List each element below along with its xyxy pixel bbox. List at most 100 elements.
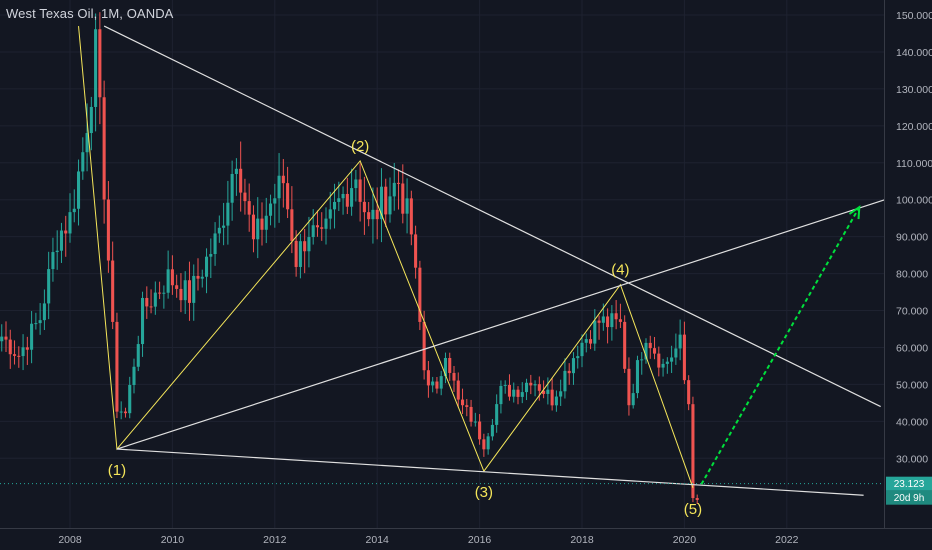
candle-body — [422, 321, 426, 371]
y-tick-label: 150.000 — [896, 10, 932, 22]
candle-body — [503, 384, 507, 386]
candle-body — [584, 339, 588, 343]
candle-body — [456, 380, 460, 400]
candle-body — [563, 370, 567, 392]
candle-body — [388, 196, 392, 215]
candle-body — [239, 168, 243, 193]
candle-body — [175, 285, 179, 289]
candle-body — [559, 391, 563, 397]
candle-body — [277, 175, 281, 199]
candle-body — [123, 411, 128, 414]
candle-body — [264, 215, 268, 230]
candle-body — [623, 321, 627, 369]
candle-body — [145, 297, 149, 307]
candle-body — [128, 384, 132, 414]
candle-body — [499, 385, 503, 405]
candle-body — [550, 389, 554, 406]
candle-body — [256, 218, 260, 240]
trend-line — [116, 448, 864, 496]
drawing-lines — [0, 25, 886, 496]
candle-body — [243, 192, 247, 202]
candle-body — [631, 393, 635, 406]
candle-body — [473, 421, 477, 423]
candle-body — [396, 182, 401, 184]
y-tick-label: 50.000 — [896, 379, 928, 391]
candle-body — [576, 356, 580, 359]
candle-body — [115, 321, 119, 412]
candle-body — [59, 230, 64, 251]
grid — [0, 0, 884, 528]
y-tick-label: 60.000 — [896, 342, 928, 354]
candle-body — [495, 404, 499, 425]
candle-body — [354, 179, 358, 189]
candle-body — [149, 306, 153, 308]
candle-body — [670, 357, 674, 362]
candle-body — [678, 334, 682, 349]
candle-body — [76, 171, 81, 209]
candle-body — [166, 269, 170, 293]
candle-body — [324, 218, 328, 229]
y-tick-label: 140.000 — [896, 47, 932, 59]
candle-body — [614, 313, 618, 320]
candle-body — [554, 396, 558, 406]
x-tick-label: 2020 — [673, 534, 697, 546]
candle-body — [38, 320, 42, 324]
candle-body — [409, 198, 413, 235]
y-tick-label: 80.000 — [896, 269, 928, 281]
candle-body — [200, 276, 204, 279]
candle-body — [332, 201, 337, 210]
candle-body — [533, 384, 537, 386]
candle-body — [158, 292, 162, 294]
candle-body — [298, 241, 302, 267]
candle-body — [89, 106, 93, 134]
candle-body — [136, 344, 140, 367]
candle-body — [64, 230, 68, 234]
candle-body — [362, 201, 366, 213]
candle-body — [682, 334, 686, 381]
candle-body — [17, 355, 21, 357]
candle-body — [448, 358, 452, 373]
x-tick-label: 2016 — [468, 534, 492, 546]
x-tick-label: 2018 — [570, 534, 594, 546]
current-price-badge — [886, 476, 932, 491]
candle-body — [196, 275, 200, 279]
candle-body — [691, 404, 695, 499]
candle-body — [251, 214, 256, 240]
countdown-badge — [886, 490, 932, 505]
candle-body — [179, 288, 183, 301]
y-tick-label: 30.000 — [896, 453, 928, 465]
candle-body — [226, 202, 230, 226]
candle-body — [55, 250, 59, 253]
y-tick-label: 40.000 — [896, 416, 928, 428]
candle-body — [648, 342, 652, 349]
candle-body — [42, 303, 46, 321]
price-badges: 23.123 20d 9h — [886, 476, 932, 505]
candle-body — [247, 201, 251, 215]
candle-body — [401, 183, 405, 214]
candle-body — [328, 209, 332, 219]
candle-body — [652, 348, 657, 354]
x-tick-label: 2014 — [366, 534, 390, 546]
y-tick-label: 70.000 — [896, 306, 928, 318]
x-tick-label: 2012 — [263, 534, 287, 546]
candle-body — [230, 173, 234, 203]
candle-body — [187, 280, 192, 303]
price-axis[interactable]: 30.000 40.000 50.000 60.000 70.000 80.000 90.0… — [896, 10, 932, 465]
candle-body — [81, 152, 85, 172]
candle-body — [345, 193, 349, 207]
time-axis[interactable]: 2008 2010 2012 2014 2016 2018 2020 2022 — [58, 534, 798, 546]
candle-body — [162, 292, 166, 294]
candle-body — [315, 225, 320, 228]
candle-body — [234, 168, 238, 174]
candle-body — [4, 336, 8, 340]
candle-body — [183, 280, 187, 301]
candle-body — [34, 323, 38, 325]
candle-body — [358, 179, 362, 202]
candle-body — [674, 348, 678, 358]
candle-body — [469, 406, 473, 422]
candle-body — [452, 372, 456, 381]
candle-body — [567, 370, 571, 374]
candle-body — [98, 29, 102, 98]
candle-body — [72, 208, 76, 213]
